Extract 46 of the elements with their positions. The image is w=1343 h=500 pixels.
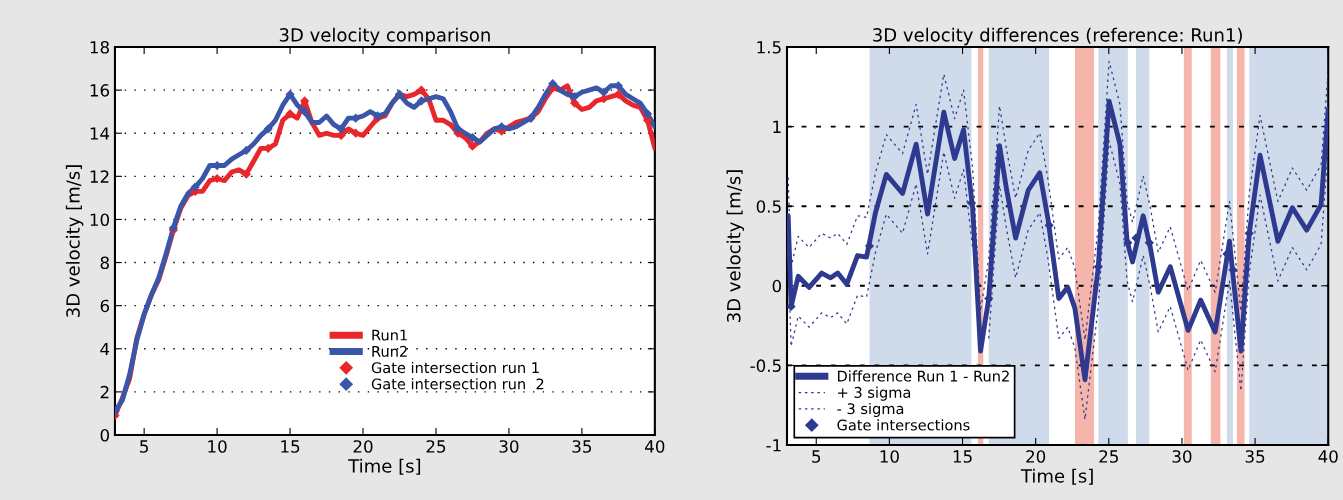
x-tick-label: 10 [880, 450, 899, 463]
legend-label: Gate intersections [837, 419, 970, 431]
y-tick-label: 10 [90, 213, 109, 227]
x-tick-label: 15 [953, 450, 972, 463]
x-tick-label: 35 [572, 440, 592, 453]
legend-label: Run1 [372, 329, 407, 341]
chart-title: 3D velocity comparison [279, 27, 490, 46]
x-tick-label: 5 [140, 440, 148, 453]
x-axis-title: Time [s] [1020, 468, 1093, 485]
y-tick-label: 0 [100, 428, 109, 442]
legend-label: Run2 [372, 345, 407, 357]
y-axis-title: 3D velocity [m/s] [726, 170, 745, 322]
y-tick-label: 1.5 [757, 41, 781, 54]
x-tick-label: 40 [1318, 450, 1338, 463]
legend-label: Difference Run 1 - Run2 [838, 370, 1009, 382]
x-tick-label: 20 [1026, 450, 1046, 463]
legend-label: + 3 sigma [838, 386, 911, 401]
x-axis-title: Time [s] [348, 458, 421, 475]
legend-label: - 3 sigma [837, 402, 904, 418]
y-tick-label: 6 [100, 299, 110, 313]
y-tick-label: 1 [773, 120, 781, 133]
x-tick-label: 10 [208, 440, 227, 453]
y-tick-label: 8 [100, 256, 109, 270]
y-tick-label: 14 [90, 127, 110, 140]
x-tick-label: 20 [353, 440, 373, 453]
y-axis-title: 3D velocity [m/s] [65, 165, 84, 317]
legend-label: Gate intersection run 1 [371, 361, 539, 374]
x-tick-label: 30 [499, 440, 519, 453]
y-tick-label: 12 [90, 170, 109, 183]
x-tick-label: 25 [426, 440, 446, 453]
x-tick-label: 35 [1245, 450, 1265, 463]
x-tick-label: 40 [645, 440, 665, 453]
y-tick-label: -0.5 [750, 359, 781, 372]
x-tick-label: 5 [812, 450, 821, 463]
y-tick-label: 0.5 [756, 200, 781, 213]
y-tick-label: 0 [772, 279, 782, 293]
legend-label: Gate intersection run 2 [371, 378, 544, 390]
y-tick-label: 4 [100, 342, 110, 356]
y-tick-label: -1 [766, 439, 781, 452]
y-tick-label: 18 [90, 40, 109, 54]
x-tick-label: 25 [1099, 450, 1118, 463]
y-tick-label: 2 [100, 385, 109, 399]
x-tick-label: 30 [1172, 450, 1192, 463]
chart-title: 3D velocity differences (reference: Run1) [873, 27, 1242, 46]
x-tick-label: 15 [281, 440, 300, 453]
y-tick-label: 16 [90, 84, 110, 97]
